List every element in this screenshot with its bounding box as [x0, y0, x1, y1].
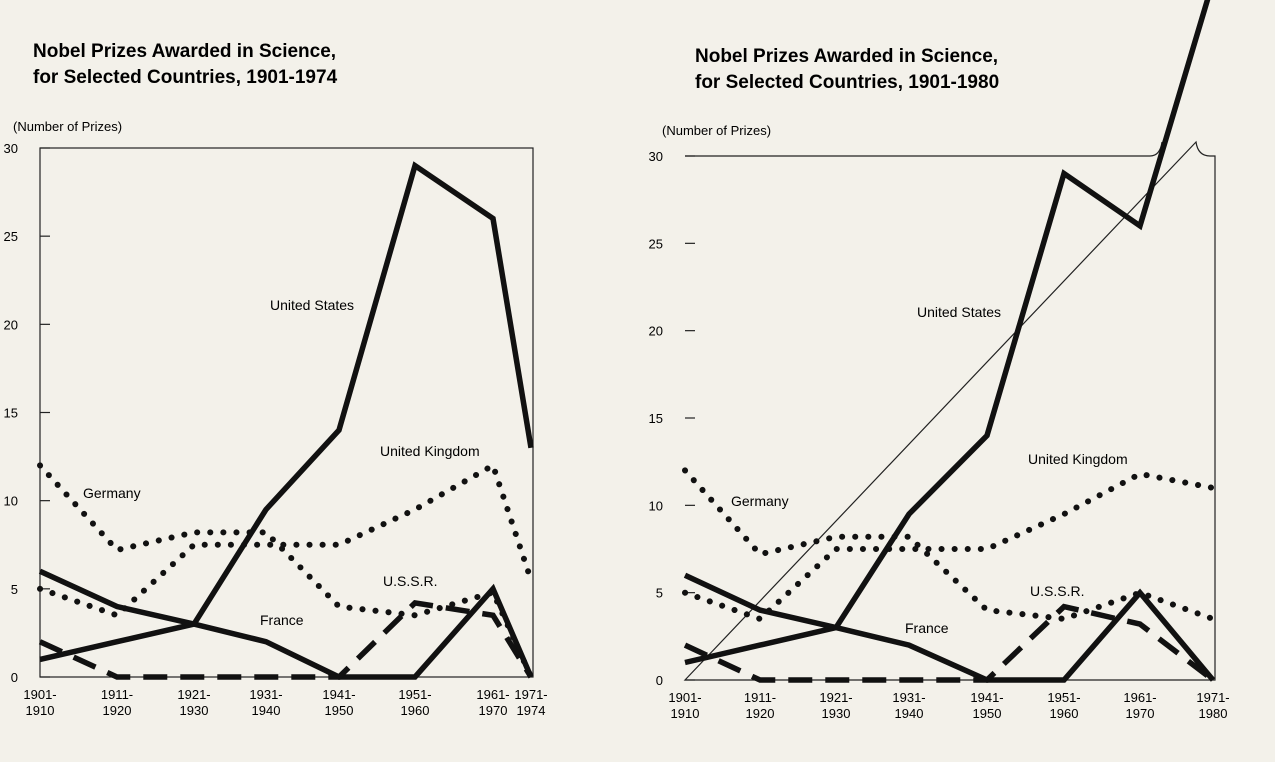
x-tick-label: 1971- [514, 687, 547, 702]
x-tick-label: 1951- [1047, 690, 1080, 705]
x-tick-label: 1941- [970, 690, 1003, 705]
series-label: U.S.S.R. [383, 573, 437, 589]
series-line-u-s-s-r [683, 603, 1215, 683]
y-tick-label: 25 [649, 236, 663, 251]
x-tick-label: 1961- [1123, 690, 1156, 705]
y-tick-label: 10 [649, 498, 663, 513]
chart-title-line: Nobel Prizes Awarded in Science, [695, 46, 998, 67]
series-line-united-states [684, 0, 1211, 666]
x-tick-label: 1930 [180, 703, 209, 718]
series-label: United States [270, 297, 354, 313]
x-tick-label: 1970 [1126, 706, 1155, 721]
y-tick-label: 5 [656, 586, 663, 601]
x-tick-label: 1930 [822, 706, 851, 721]
x-tick-label: 1971- [1196, 690, 1229, 705]
x-tick-label: 1960 [401, 703, 430, 718]
y-tick-label: 20 [4, 317, 18, 332]
x-tick-label: 1910 [671, 706, 700, 721]
series-label: United Kingdom [380, 443, 480, 459]
y-tick-label: 25 [4, 229, 18, 244]
x-tick-label: 1940 [252, 703, 281, 718]
y-tick-label: 10 [4, 494, 18, 509]
x-tick-label: 1970 [479, 703, 508, 718]
series-line-germany [682, 467, 1216, 622]
x-tick-label: 1931- [249, 687, 282, 702]
series-label: Germany [731, 493, 789, 509]
series-line-united-states [39, 161, 534, 663]
x-tick-label: 1901- [23, 687, 56, 702]
y-tick-label: 15 [649, 411, 663, 426]
x-tick-label: 1920 [746, 706, 775, 721]
series-line-germany [37, 462, 534, 680]
chart-title-line: for Selected Countries, 1901-1974 [33, 67, 338, 88]
y-tick-label: 30 [649, 149, 663, 164]
x-tick-label: 1911- [744, 690, 776, 705]
x-tick-label: 1920 [103, 703, 132, 718]
y-tick-label: 30 [4, 141, 18, 156]
y-tick-label: 20 [649, 324, 663, 339]
series-label: United States [917, 304, 1001, 320]
y-tick-label: 5 [11, 582, 18, 597]
x-tick-label: 1931- [892, 690, 925, 705]
chart-title-line: for Selected Countries, 1901-1980 [695, 72, 999, 93]
series-line-u-s-s-r [38, 599, 534, 680]
series-line-france [38, 568, 534, 680]
x-tick-label: 1940 [895, 706, 924, 721]
series-line-france [683, 572, 1216, 683]
x-tick-label: 1960 [1050, 706, 1079, 721]
x-tick-label: 1950 [325, 703, 354, 718]
x-tick-label: 1961- [476, 687, 509, 702]
y-unit-label: (Number of Prizes) [13, 119, 122, 134]
x-tick-label: 1941- [322, 687, 355, 702]
series-label: France [260, 612, 304, 628]
y-tick-label: 15 [4, 406, 18, 421]
x-tick-label: 1921- [819, 690, 852, 705]
x-tick-label: 1951- [398, 687, 431, 702]
x-tick-label: 1910 [26, 703, 55, 718]
x-tick-label: 1980 [1199, 706, 1228, 721]
x-tick-label: 1974 [517, 703, 546, 718]
x-tick-label: 1950 [973, 706, 1002, 721]
x-tick-label: 1921- [177, 687, 210, 702]
series-label: France [905, 620, 949, 636]
x-tick-label: 1911- [101, 687, 133, 702]
plot-frame [39, 147, 534, 678]
series-label: U.S.S.R. [1030, 583, 1084, 599]
chart-1901-1980: Nobel Prizes Awarded in Science, for Sele… [649, 0, 1230, 721]
chart-1901-1974: Nobel Prizes Awarded in Science, for Sele… [4, 41, 548, 718]
y-unit-label: (Number of Prizes) [662, 123, 771, 138]
series-label: United Kingdom [1028, 451, 1128, 467]
series-label: Germany [83, 485, 141, 501]
chart-title-line: Nobel Prizes Awarded in Science, [33, 41, 336, 62]
x-tick-label: 1901- [668, 690, 701, 705]
y-tick-label: 0 [656, 673, 663, 688]
y-tick-label: 0 [11, 670, 18, 685]
